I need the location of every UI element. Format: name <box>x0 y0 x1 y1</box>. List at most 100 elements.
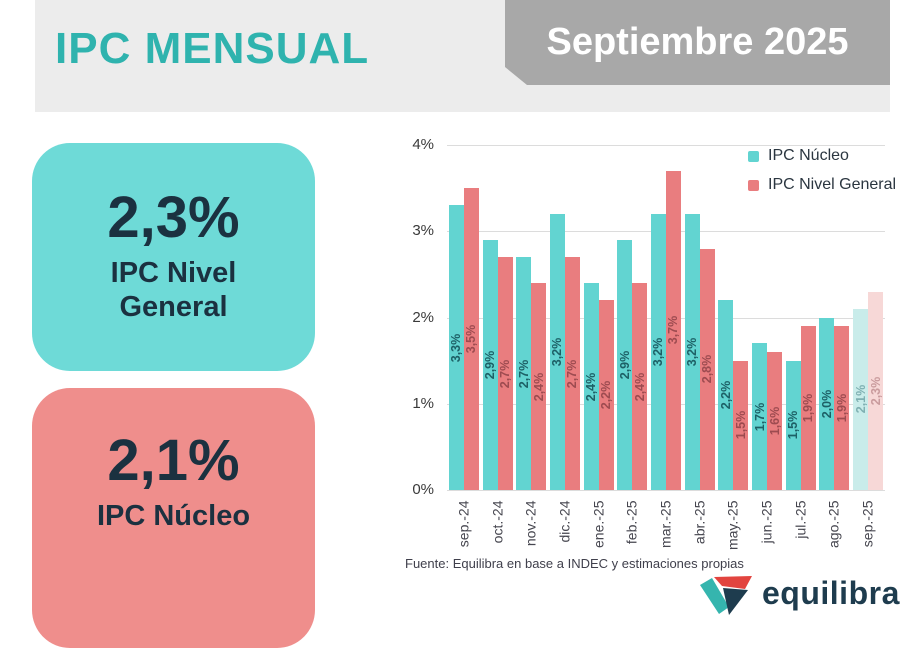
bar-nucleo: 2,9% <box>482 239 498 490</box>
bar-group: 2,0% 1,9% <box>818 145 852 490</box>
bar-value-label: 3,2% <box>685 337 700 367</box>
bar-nucleo: 2,1% <box>853 308 869 490</box>
bar-general: 2,8% <box>699 248 715 490</box>
card-nivel-general-label: IPC Nivel General <box>110 257 237 323</box>
bar-group: 2,2% 1,5% <box>717 145 751 490</box>
x-axis-tick-label: sep.-24 <box>455 500 472 548</box>
bar-value-label: 1,9% <box>834 393 849 423</box>
bar-nucleo: 1,5% <box>785 360 801 490</box>
bar-group: 3,3% 3,5% <box>447 145 481 490</box>
card-nucleo-label: IPC Núcleo <box>96 500 251 532</box>
gridline <box>447 490 885 491</box>
bar-value-label: 2,7% <box>565 359 580 388</box>
bar-group: 2,7% 2,4% <box>514 145 548 490</box>
equilibra-logo-icon <box>700 576 754 621</box>
bar-general: 3,5% <box>463 188 479 490</box>
bar-value-label: 3,2% <box>651 337 666 367</box>
bar-general: 1,9% <box>834 326 850 490</box>
chart-legend: IPC Núcleo IPC Nivel General <box>748 147 896 205</box>
bar-value-label: 1,9% <box>801 393 816 423</box>
brand-logo: equilibra <box>700 576 900 621</box>
legend-item: IPC Núcleo <box>748 147 896 165</box>
y-axis-tick-label: 4% <box>412 136 434 153</box>
bar-group: 1,7% 1,6% <box>750 145 784 490</box>
bar-nucleo: 3,2% <box>684 214 700 490</box>
bar-nucleo: 3,2% <box>650 214 666 490</box>
bar-group: 2,9% 2,7% <box>481 145 515 490</box>
bar-value-label: 1,7% <box>752 402 767 431</box>
card-nivel-general-value: 2,3% <box>107 185 240 250</box>
bar-group: 2,9% 2,4% <box>615 145 649 490</box>
y-axis-tick-label: 0% <box>412 481 434 498</box>
y-axis-tick-label: 3% <box>412 222 434 240</box>
period-badge: Septiembre 2025 <box>505 0 890 85</box>
bar-general: 2,4% <box>531 283 547 490</box>
bar-value-label: 2,4% <box>632 372 647 401</box>
bar-general: 2,7% <box>497 257 513 490</box>
x-axis-tick-label: jul.-25 <box>792 500 809 539</box>
legend-swatch-icon <box>748 179 759 191</box>
x-axis-tick-label: mar.-25 <box>657 500 674 548</box>
bar-nucleo: 2,4% <box>583 283 599 490</box>
bar-value-label: 1,5% <box>733 411 748 440</box>
x-axis-tick-label: abr.-25 <box>691 500 708 545</box>
bar-nucleo: 2,7% <box>516 257 532 490</box>
bar-nucleo: 1,7% <box>752 343 768 490</box>
gridline <box>447 145 885 146</box>
x-axis-tick-label: sep.-25 <box>859 500 876 548</box>
bar-general: 2,7% <box>564 257 580 490</box>
x-axis-tick-label: jun.-25 <box>758 500 775 544</box>
legend-label: IPC Nivel General <box>768 176 897 193</box>
bar-general: 1,9% <box>800 326 816 490</box>
card-nucleo-value: 2,1% <box>107 428 240 493</box>
bar-value-label: 2,7% <box>516 359 531 388</box>
bar-value-label: 3,2% <box>550 337 565 367</box>
x-axis-tick-label: ago.-25 <box>825 500 842 548</box>
legend-swatch-icon <box>748 150 759 162</box>
bar-value-label: 3,3% <box>449 333 464 362</box>
card-nucleo: 2,1% IPC Núcleo <box>32 388 315 648</box>
x-axis-tick-label: ene.-25 <box>590 500 607 548</box>
bar-value-label: 2,7% <box>498 359 513 388</box>
bar-group: 2,1% 2,3% <box>851 145 885 490</box>
bar-value-label: 2,9% <box>483 350 498 380</box>
bar-chart-plot-area: IPC Núcleo IPC Nivel General 0% 1% 2% 3% 4% 3,… <box>412 136 896 550</box>
bar-value-label: 2,8% <box>700 355 715 384</box>
bar-value-label: 2,4% <box>584 372 599 401</box>
bar-general: 2,4% <box>632 283 648 490</box>
bar-nucleo: 2,0% <box>819 317 835 490</box>
bar-group: 3,2% 2,8% <box>683 145 717 490</box>
bar-group: 2,4% 2,2% <box>582 145 616 490</box>
y-axis-tick-label: 1% <box>412 394 434 412</box>
bar-value-label: 3,5% <box>464 324 479 354</box>
bar-value-label: 2,2% <box>718 380 733 410</box>
bar-value-label: 3,7% <box>666 316 681 345</box>
bar-group: 3,2% 2,7% <box>548 145 582 490</box>
bar-value-label: 2,1% <box>853 385 868 414</box>
legend-label: IPC Núcleo <box>768 147 849 164</box>
bar-value-label: 1,5% <box>786 411 801 440</box>
bar-value-label: 2,2% <box>599 380 614 410</box>
source-note: Fuente: Equilibra en base a INDEC y esti… <box>405 556 744 571</box>
x-axis-tick-label: feb.-25 <box>623 500 640 545</box>
bar-value-label: 1,6% <box>767 406 782 436</box>
bar-value-label: 2,0% <box>819 389 834 419</box>
bar-nucleo: 3,3% <box>448 205 464 490</box>
bar-nucleo: 2,2% <box>718 300 734 490</box>
brand-name: equilibra <box>762 575 900 611</box>
bar-value-label: 2,3% <box>868 376 883 406</box>
x-axis-tick-label: may.-25 <box>724 500 741 551</box>
bar-group: 1,5% 1,9% <box>784 145 818 490</box>
x-axis-tick-label: oct.-24 <box>489 500 506 544</box>
bar-value-label: 2,9% <box>617 350 632 380</box>
bar-general: 2,2% <box>598 300 614 490</box>
page-title: IPC MENSUAL <box>55 24 370 73</box>
bar-nucleo: 2,9% <box>617 239 633 490</box>
bar-general: 3,7% <box>665 170 681 490</box>
bar-nucleo: 3,2% <box>549 214 565 490</box>
bar-general: 1,5% <box>733 360 749 490</box>
y-axis-tick-label: 2% <box>412 308 434 326</box>
card-nivel-general: 2,3% IPC Nivel General <box>32 143 315 371</box>
bar-group: 3,2% 3,7% <box>649 145 683 490</box>
bar-general: 1,6% <box>767 352 783 490</box>
